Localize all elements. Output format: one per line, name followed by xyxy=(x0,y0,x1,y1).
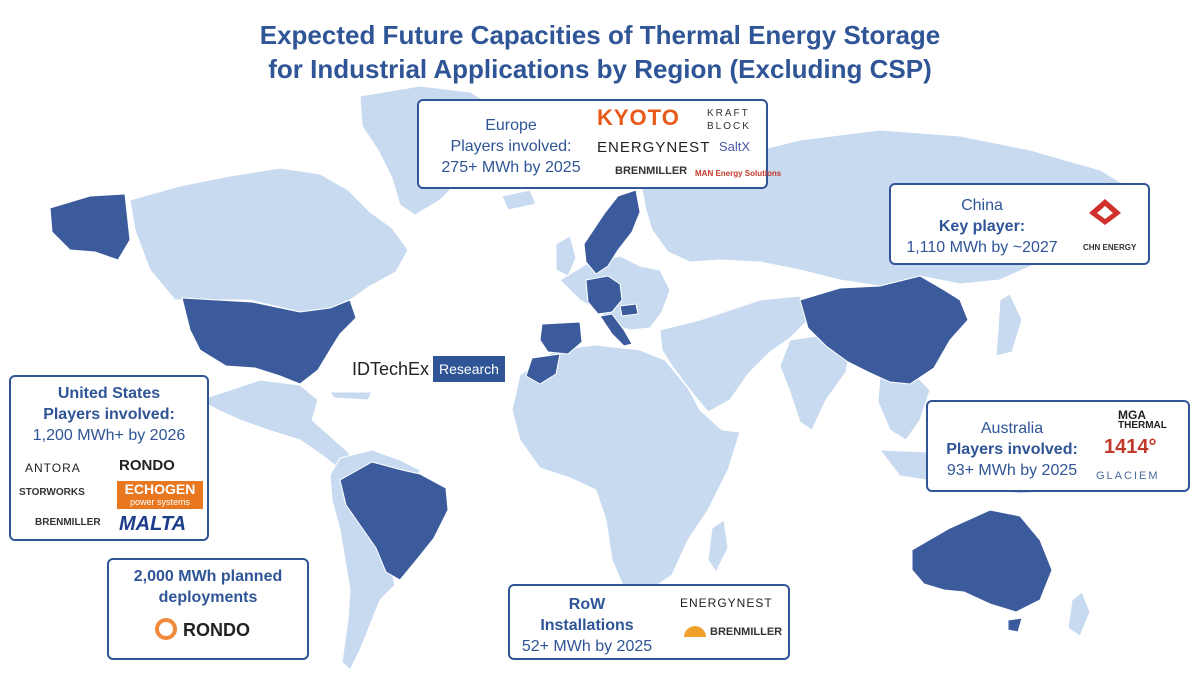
planned-line-1: 2,000 MWh planned xyxy=(133,568,283,585)
italy xyxy=(599,313,633,347)
row-capacity: 52+ MWh by 2025 xyxy=(521,638,653,655)
rondo-planned-logo: RONDO xyxy=(183,620,250,640)
energynest-logo: ENERGYNEST xyxy=(597,139,711,156)
china-subtitle: Key player: xyxy=(938,218,1026,235)
saltx-logo: SaltX xyxy=(719,139,751,154)
rondo-ring-icon xyxy=(155,618,177,640)
planned-callout: 2,000 MWh planned deployments RONDO xyxy=(107,558,309,660)
1414-logo: 1414° xyxy=(1104,436,1157,458)
new-zealand xyxy=(1067,591,1091,637)
title-line-2: for Industrial Applications by Region (E… xyxy=(268,54,932,84)
brand-name: IDTechEx xyxy=(348,356,434,382)
title-line-1: Expected Future Capacities of Thermal En… xyxy=(259,20,941,50)
echogen-name: ECHOGEN xyxy=(124,481,196,497)
china-callout: China Key player: 1,110 MWh by ~2027 CHN… xyxy=(889,183,1150,265)
usa xyxy=(181,297,357,385)
mga-thermal-logo: THERMAL xyxy=(1118,420,1167,431)
africa xyxy=(511,344,741,591)
kyoto-logo: KYOTO xyxy=(597,105,680,130)
brenmiller-us-logo: BRENMILLER xyxy=(35,517,101,528)
us-capacity: 1,200 MWh+ by 2026 xyxy=(32,427,186,444)
mga-logo: MGA xyxy=(1118,408,1146,422)
australia-callout: Australia Players involved: 93+ MWh by 2… xyxy=(926,400,1190,492)
us-callout: United States Players involved: 1,200 MW… xyxy=(9,375,209,541)
us-subtitle: Players involved: xyxy=(43,406,175,423)
madagascar xyxy=(707,519,729,573)
row-subtitle: Installations xyxy=(540,617,634,634)
malta-logo: MALTA xyxy=(119,513,187,535)
china-capacity: 1,110 MWh by ~2027 xyxy=(906,239,1058,256)
page-title: Expected Future Capacities of Thermal En… xyxy=(0,18,1200,86)
energynest-row-logo: ENERGYNEST xyxy=(680,596,773,610)
central-europe xyxy=(585,275,623,315)
morocco xyxy=(525,353,561,385)
man-logo: MAN Energy Solutions xyxy=(695,169,782,178)
brenmiller-row-logo: BRENMILLER xyxy=(710,626,783,638)
planned-line-2: deployments xyxy=(158,589,258,606)
china-title: China xyxy=(961,197,1003,214)
brenmiller-sun-icon xyxy=(684,626,706,637)
iceland xyxy=(501,189,537,211)
idtechex-logo: IDTechEx Research xyxy=(348,356,505,382)
japan xyxy=(995,293,1023,357)
echogen-tagline: power systems xyxy=(129,497,191,507)
europe-title: Europe xyxy=(485,117,537,134)
chn-energy-icon xyxy=(1087,197,1123,227)
row-title: RoW xyxy=(568,596,606,613)
canada xyxy=(129,167,409,313)
brenmiller-logo: BRENMILLER xyxy=(615,165,688,177)
scandinavia xyxy=(583,189,641,275)
australia-title: Australia xyxy=(980,420,1044,437)
tasmania xyxy=(1007,617,1023,633)
rondo-logo: RONDO xyxy=(119,457,175,474)
middle-east xyxy=(659,295,809,413)
europe-capacity: 275+ MWh by 2025 xyxy=(441,159,581,176)
cuba xyxy=(329,391,373,401)
china xyxy=(799,275,969,385)
hungary xyxy=(619,303,639,317)
europe-subtitle: Players involved: xyxy=(450,138,572,155)
alaska xyxy=(49,193,131,261)
us-title: United States xyxy=(57,385,161,402)
chn-energy-logo: CHN ENERGY xyxy=(1083,243,1137,252)
iberia xyxy=(539,321,583,355)
australia-subtitle: Players involved: xyxy=(946,441,1078,458)
storworks-logo: STORWORKS xyxy=(19,487,85,498)
brazil xyxy=(339,461,449,581)
antora-logo: ANTORA xyxy=(25,461,81,475)
europe-callout: Europe Players involved: 275+ MWh by 202… xyxy=(417,99,781,189)
row-callout: RoW Installations 52+ MWh by 2025 ENERGY… xyxy=(508,584,790,660)
australia-capacity: 93+ MWh by 2025 xyxy=(946,462,1078,479)
australia xyxy=(911,509,1053,613)
glaciem-logo: GLACIEM xyxy=(1096,470,1160,482)
kraftblock-logo: KRAFT BLOCK xyxy=(707,108,751,132)
brand-suffix: Research xyxy=(433,356,505,382)
uk xyxy=(555,235,577,277)
echogen-logo: ECHOGEN power systems xyxy=(117,481,203,509)
